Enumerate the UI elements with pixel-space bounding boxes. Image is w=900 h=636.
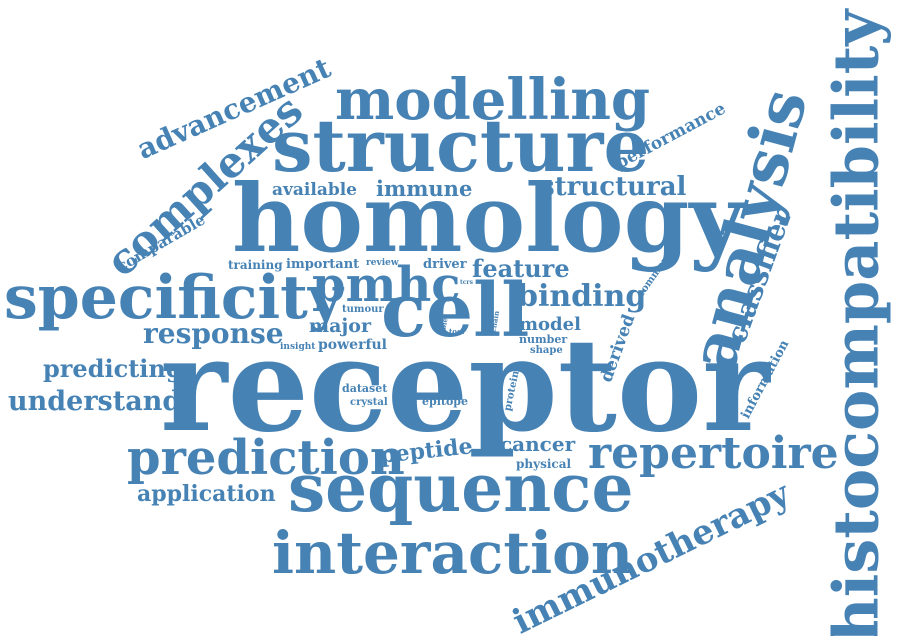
word-response: response	[143, 317, 284, 350]
word-histocompatibility: histocompatibility	[819, 9, 893, 636]
word-application: application	[137, 481, 276, 507]
word-cell: cell	[381, 268, 530, 354]
word-modelling: modelling	[335, 67, 651, 133]
word-crystal: crystal	[350, 397, 388, 408]
word-predicting: predicting	[43, 354, 183, 383]
word-tcrs: tcrs	[460, 279, 473, 286]
word-understand: understand	[8, 386, 182, 417]
word-pmhc: pmhc	[312, 257, 461, 313]
word-dataset: dataset	[342, 382, 388, 395]
word-role: role	[437, 317, 450, 334]
word-insight: insight	[280, 342, 316, 352]
word-immune: immune	[376, 176, 473, 201]
word-physical: physical	[516, 457, 572, 471]
word-specificity: specificity	[4, 263, 343, 333]
word-binding: binding	[517, 279, 647, 314]
word-training: training	[228, 258, 283, 272]
word-number: number	[519, 333, 568, 346]
word-important: important	[286, 257, 360, 272]
word-major: major	[309, 315, 371, 337]
word-structural: structural	[540, 172, 687, 202]
word-tumour: tumour	[342, 304, 384, 315]
word-tool: tool	[449, 327, 465, 336]
word-model: model	[519, 314, 581, 335]
word-homology: homology	[232, 164, 744, 274]
word-driver: driver	[423, 257, 467, 272]
word-repertoire: repertoire	[588, 428, 839, 479]
word-feature: feature	[472, 254, 570, 283]
word-available: available	[272, 180, 357, 200]
word-review: review	[366, 258, 399, 268]
word-interaction: interaction	[272, 519, 634, 587]
word-receptor: receptor	[160, 311, 770, 461]
word-prediction: prediction	[127, 430, 405, 486]
word-structure: structure	[272, 103, 650, 188]
word-shape: shape	[530, 345, 563, 356]
word-powerful: powerful	[318, 337, 387, 353]
word-epitope: epitope	[422, 395, 468, 408]
word-cancer: cancer	[500, 432, 576, 456]
word-sequence: sequence	[288, 449, 634, 527]
